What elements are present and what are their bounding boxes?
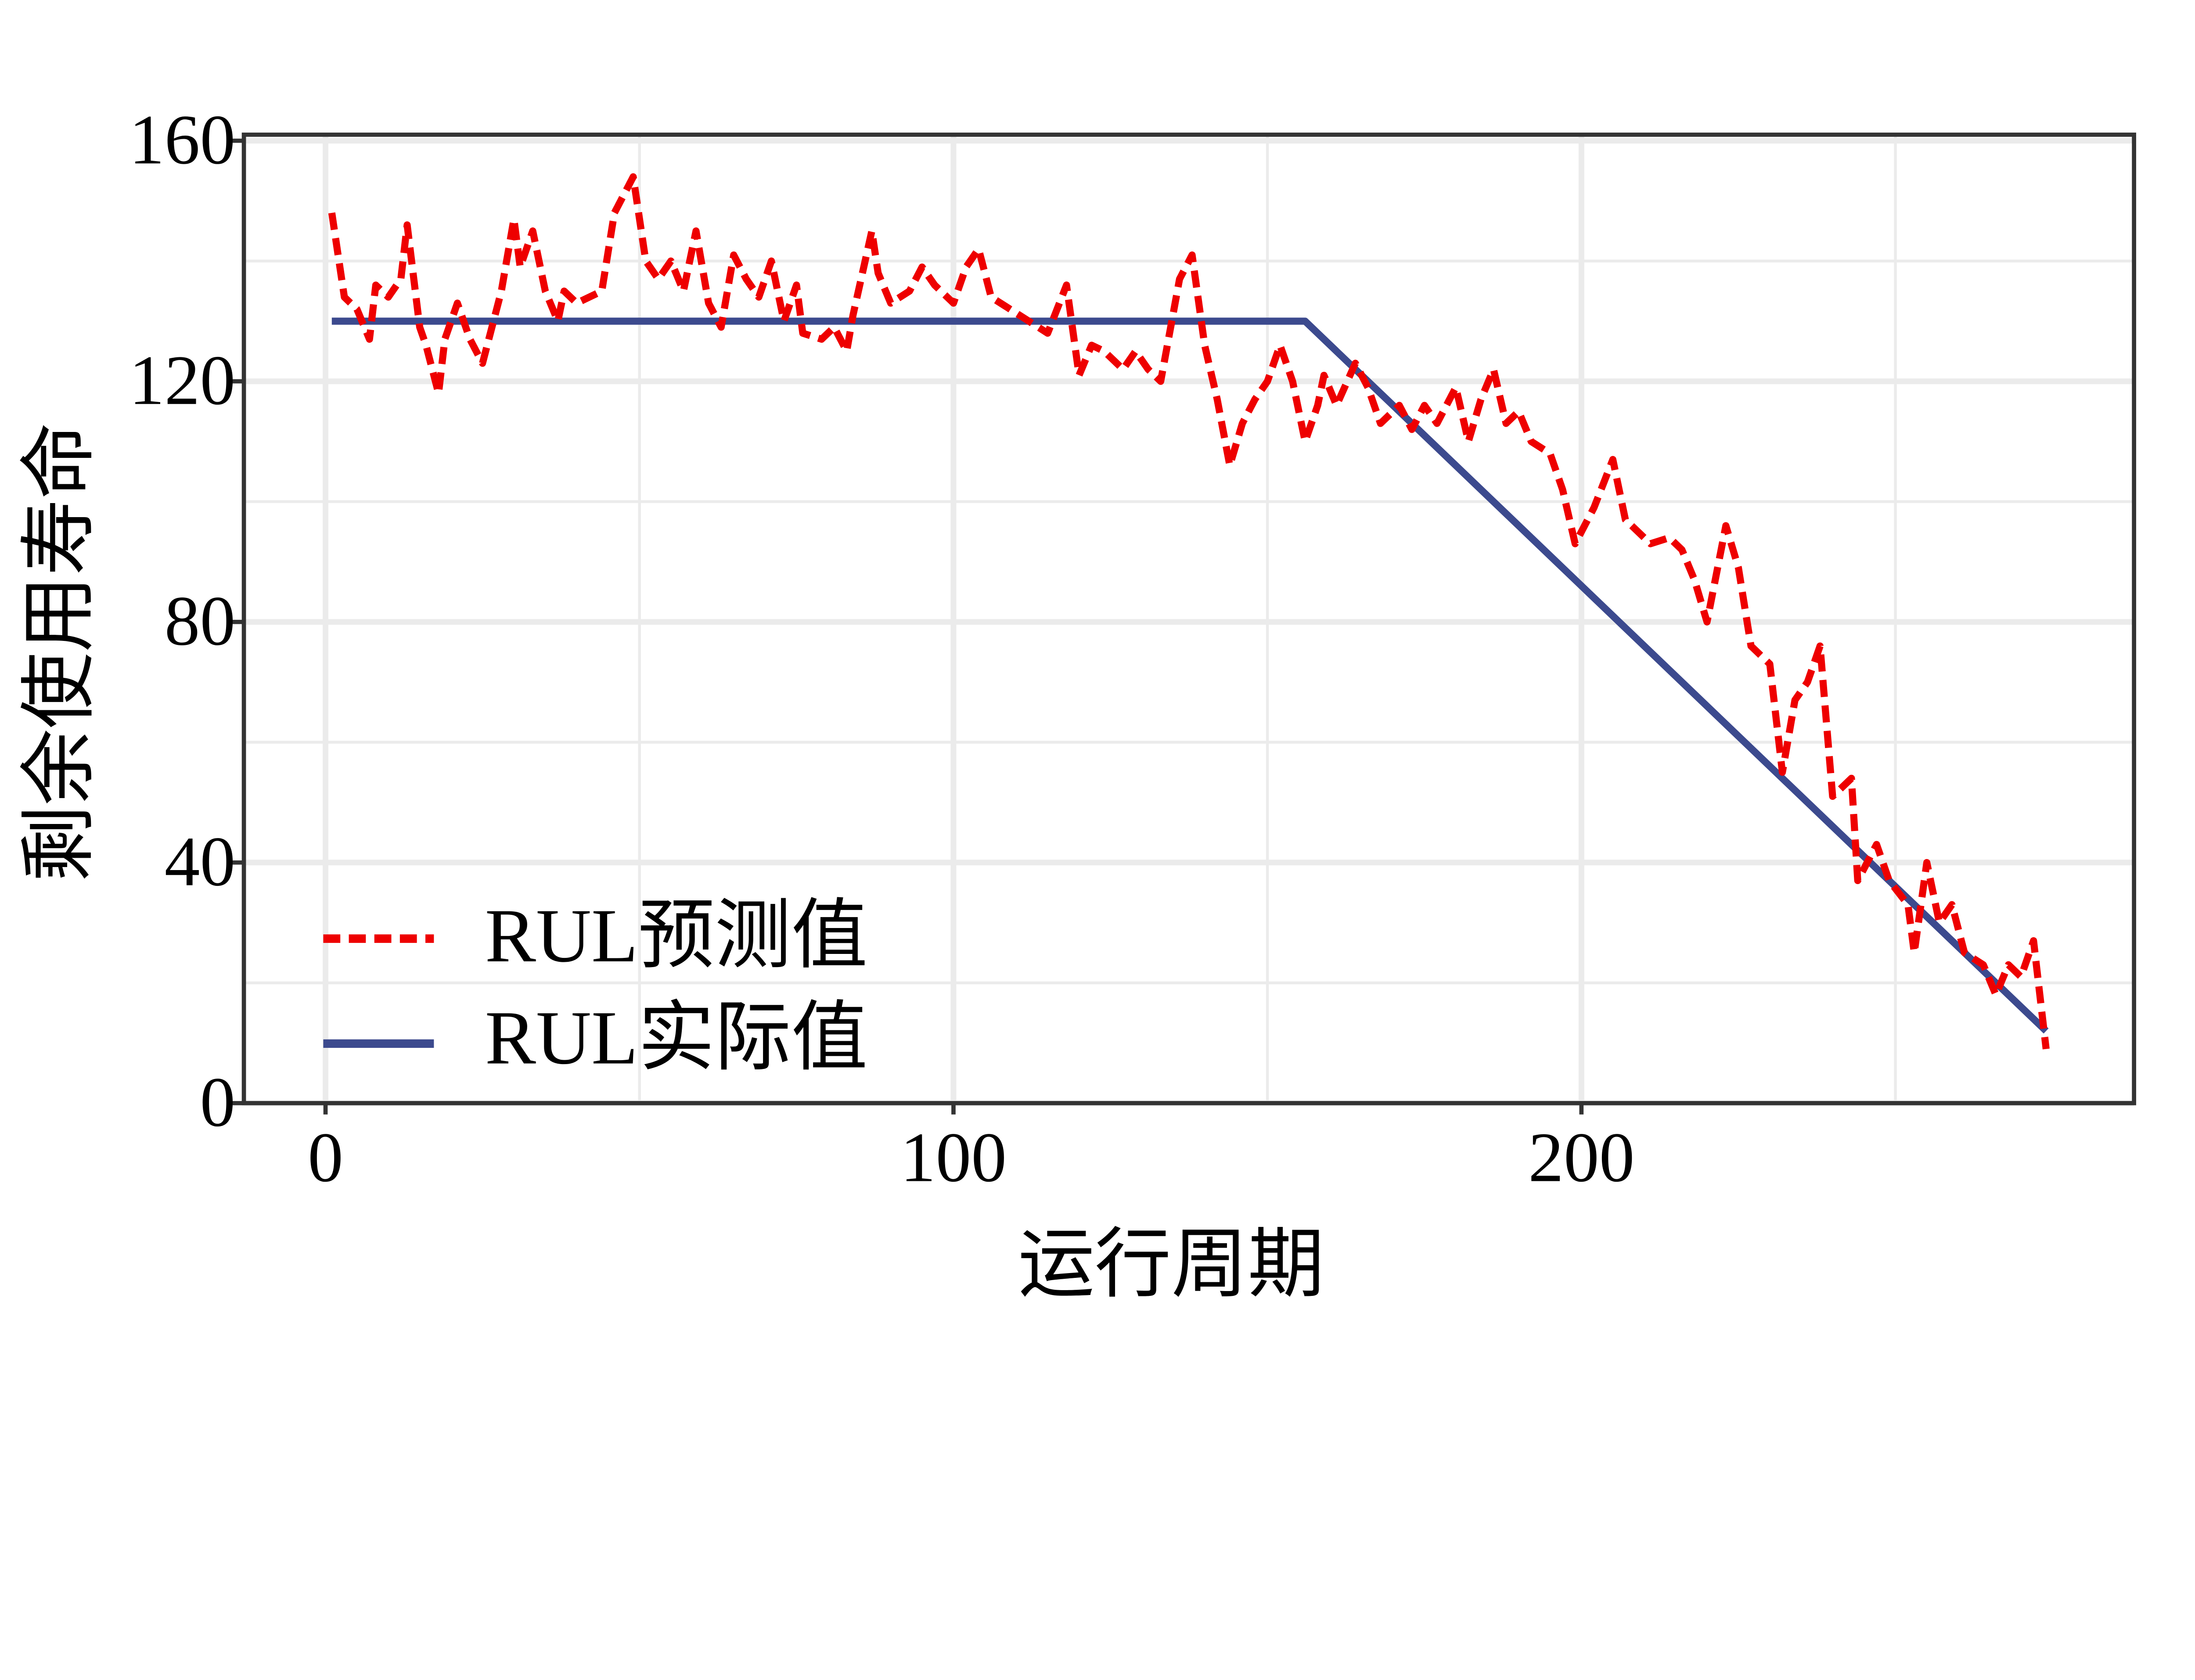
x-tick-label: 100 [900,1118,1007,1197]
y-tick-label: 40 [165,822,235,901]
y-axis-label: 剩余使用寿命 [17,423,102,882]
y-tick-label: 80 [165,581,235,660]
plot-frame [241,133,2136,1105]
legend: RUL预测值 RUL实际值 [323,893,868,1080]
x-axis-label: 运行周期 [1018,1222,1324,1307]
legend-label-actual: RUL实际值 [485,995,868,1080]
series-line-actual [331,317,2049,1034]
ticks: 0 100 200 0 40 80 120 160 [129,100,1635,1196]
y-tick-label: 120 [129,341,235,419]
x-tick-label: 200 [1528,1118,1634,1197]
legend-label-predicted: RUL预测值 [485,893,868,978]
rul-chart: 0 100 200 0 40 80 120 160 运行周期 剩余使用寿命 RUL预测值 RU… [17,100,2136,1307]
y-tick-label: 160 [129,100,235,179]
x-tick-label: 0 [308,1118,343,1197]
series-line-predicted [328,173,2050,1050]
y-tick-label: 0 [200,1063,235,1141]
series-layer [328,173,2050,1050]
